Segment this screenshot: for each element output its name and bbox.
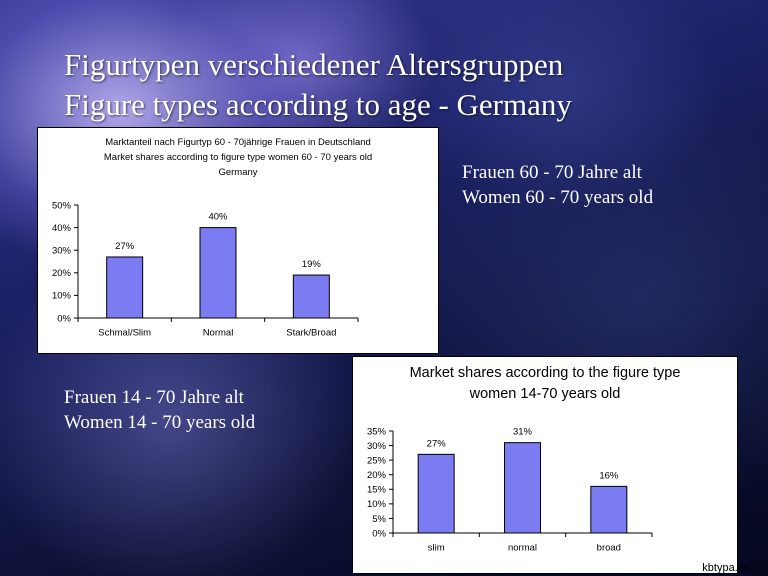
- caption-bottom-english: Women 14 - 70 years old: [64, 412, 256, 433]
- footer-text: kbtypa.de: [702, 562, 750, 574]
- chart-plot: 0% 10% 20% 30% 40% 50% 27% Schmal/Slim 40% Normal…: [52, 200, 359, 339]
- y-tick-label: 5%: [372, 514, 386, 525]
- data-label: 40%: [208, 212, 228, 223]
- chart-title-line: women 14-70 years old: [469, 386, 621, 402]
- caption-top-english: Women 60 - 70 years old: [462, 187, 654, 208]
- caption-bottom-german: Frauen 14 - 70 Jahre alt: [64, 387, 244, 408]
- data-label: 27%: [115, 241, 135, 252]
- x-tick-label: slim: [428, 543, 445, 554]
- y-tick-label: 40%: [52, 223, 72, 234]
- y-tick-label: 30%: [52, 246, 72, 257]
- slide-title-german: Figurtypen verschiedener Altersgruppen: [64, 47, 564, 82]
- x-tick-label: normal: [508, 543, 537, 554]
- y-tick-label: 0%: [57, 313, 71, 324]
- x-tick-label: Normal: [203, 328, 234, 339]
- slide-title-english: Figure types according to age - Germany: [64, 87, 572, 122]
- data-label: 27%: [427, 438, 447, 449]
- x-tick-label: Schmal/Slim: [98, 328, 151, 339]
- data-label: 19%: [302, 259, 322, 270]
- y-tick-label: 10%: [52, 291, 72, 302]
- bar: [590, 485, 628, 534]
- y-tick-label: 20%: [367, 470, 387, 481]
- bar: [292, 274, 330, 319]
- bar: [199, 227, 237, 319]
- chart-women-60-70: Marktanteil nach Figurtyp 60 - 70jährige…: [37, 127, 439, 354]
- chart-title: Marktanteil nach Figurtyp 60 - 70jährige…: [38, 135, 438, 180]
- y-tick-label: 0%: [372, 528, 386, 539]
- y-tick-label: 10%: [367, 499, 387, 510]
- data-label: 16%: [599, 470, 619, 481]
- bar: [504, 442, 541, 534]
- x-tick-label: broad: [597, 543, 621, 554]
- bar: [106, 256, 144, 319]
- chart-title-line: Market shares according to figure type w…: [103, 152, 373, 163]
- chart-plot: 0% 5% 10% 15% 20% 25% 30% 35% 27% slim 31% normal 16…: [367, 426, 653, 554]
- chart-title-line: Germany: [218, 167, 258, 178]
- chart-title: Market shares according to the figure ty…: [353, 363, 737, 405]
- chart-women-14-70: Market shares according to the figure ty…: [352, 356, 738, 574]
- y-tick-label: 25%: [367, 455, 387, 466]
- bar: [417, 453, 455, 534]
- chart-title-line: Marktanteil nach Figurtyp 60 - 70jährige…: [105, 137, 371, 148]
- y-tick-label: 35%: [367, 426, 387, 437]
- y-tick-label: 50%: [52, 200, 72, 211]
- y-tick-label: 20%: [52, 268, 72, 279]
- y-tick-label: 30%: [367, 441, 387, 452]
- y-tick-label: 15%: [367, 485, 387, 496]
- x-tick-label: Stark/Broad: [286, 328, 336, 339]
- chart-title-line: Market shares according to the figure ty…: [409, 365, 681, 381]
- data-label: 31%: [513, 427, 533, 438]
- caption-top-german: Frauen 60 - 70 Jahre alt: [462, 162, 642, 183]
